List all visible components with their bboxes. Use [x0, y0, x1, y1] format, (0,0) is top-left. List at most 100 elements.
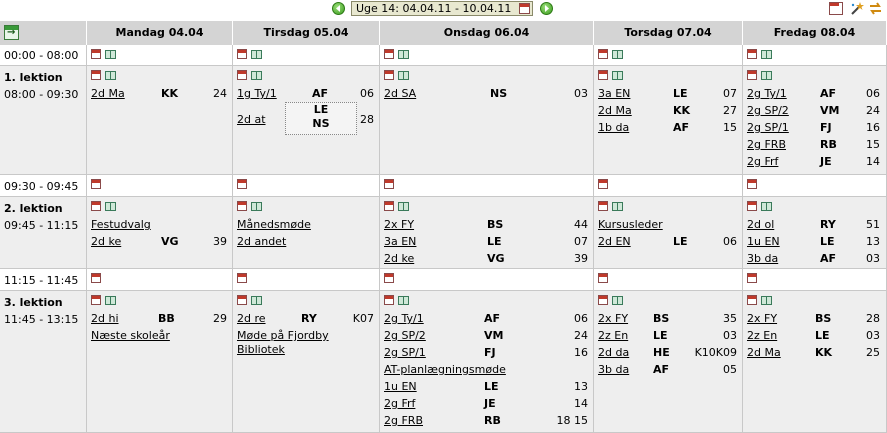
- swap-icon[interactable]: [868, 1, 883, 16]
- slot-cell[interactable]: 2d re RY K07 Møde på Fjordby Bibliotek: [233, 291, 380, 433]
- lesson-entry[interactable]: 2d Ma KK 25: [747, 346, 880, 359]
- lesson-entry[interactable]: 2z En LE 03: [747, 329, 880, 342]
- slot-cell[interactable]: 2d SA NS 03: [380, 66, 594, 175]
- lesson-entry[interactable]: 3a EN LE 07: [384, 235, 588, 248]
- arrow-right-icon[interactable]: [540, 2, 553, 15]
- book-icon[interactable]: [761, 202, 772, 211]
- slot-cell[interactable]: Månedsmøde 2d andet: [233, 197, 380, 269]
- slot-cell[interactable]: [87, 45, 233, 66]
- book-icon[interactable]: [612, 202, 623, 211]
- lesson-entry[interactable]: 2d Ma KK 27: [598, 104, 737, 117]
- calendar-icon[interactable]: [237, 70, 247, 80]
- lesson-entry[interactable]: 2g Frf JE 14: [384, 397, 588, 410]
- lesson-entry[interactable]: 2d ke VG 39: [91, 235, 227, 248]
- slot-cell[interactable]: [594, 269, 743, 291]
- book-icon[interactable]: [398, 202, 409, 211]
- event-link[interactable]: AT-planlægningsmøde: [384, 363, 506, 376]
- slot-cell[interactable]: [233, 175, 380, 197]
- lesson-entry[interactable]: 2g SP/2 VM 24: [384, 329, 588, 342]
- event-link[interactable]: Næste skoleår: [91, 329, 170, 342]
- slot-cell[interactable]: 2d Ma KK 24: [87, 66, 233, 175]
- export-icon[interactable]: [4, 25, 19, 40]
- slot-cell[interactable]: [743, 269, 887, 291]
- lesson-entry[interactable]: 2x FY BS 35: [598, 312, 737, 325]
- calendar-icon[interactable]: [91, 179, 101, 189]
- lesson-entry[interactable]: 1u EN LE 13: [747, 235, 880, 248]
- book-icon[interactable]: [612, 71, 623, 80]
- calendar-icon[interactable]: [598, 49, 608, 59]
- slot-cell[interactable]: [380, 45, 594, 66]
- calendar-icon[interactable]: [747, 273, 757, 283]
- calendar-icon[interactable]: [829, 2, 843, 15]
- slot-cell[interactable]: 2x FY BS 44 3a EN LE 07 2d ke VG 39: [380, 197, 594, 269]
- calendar-icon[interactable]: [384, 179, 394, 189]
- book-icon[interactable]: [398, 50, 409, 59]
- slot-cell[interactable]: Festudvalg 2d ke VG 39: [87, 197, 233, 269]
- lesson-entry[interactable]: 2x FY BS 28: [747, 312, 880, 325]
- calendar-icon[interactable]: [384, 201, 394, 211]
- calendar-icon[interactable]: [747, 49, 757, 59]
- slot-cell[interactable]: 2d ol RY 51 1u EN LE 13 3b da AF 03: [743, 197, 887, 269]
- lesson-entry[interactable]: 2z En LE 03: [598, 329, 737, 342]
- book-icon[interactable]: [398, 71, 409, 80]
- lesson-entry[interactable]: 3a EN LE 07: [598, 87, 737, 100]
- lesson-entry[interactable]: 2g Ty/1 AF 06: [747, 87, 880, 100]
- slot-cell[interactable]: 2x FY BS 35 2z En LE 03 2d da HE K10K09 …: [594, 291, 743, 433]
- lesson-entry[interactable]: 2g Ty/1 AF 06: [384, 312, 588, 325]
- calendar-icon[interactable]: [598, 179, 608, 189]
- lesson-entry[interactable]: 1u EN LE 13: [384, 380, 588, 393]
- book-icon[interactable]: [612, 296, 623, 305]
- calendar-icon[interactable]: [747, 201, 757, 211]
- calendar-icon[interactable]: [384, 295, 394, 305]
- book-icon[interactable]: [251, 71, 262, 80]
- book-icon[interactable]: [251, 50, 262, 59]
- slot-cell[interactable]: [87, 175, 233, 197]
- calendar-icon[interactable]: [91, 273, 101, 283]
- lesson-entry[interactable]: 3b da AF 05: [598, 363, 737, 376]
- event-link[interactable]: Festudvalg: [91, 218, 151, 231]
- lesson-entry[interactable]: 2g FRB RB 15: [747, 138, 880, 151]
- book-icon[interactable]: [761, 50, 772, 59]
- slot-cell[interactable]: 1g Ty/1 AF 06 2d at 28 LE NS: [233, 66, 380, 175]
- calendar-icon[interactable]: [519, 3, 530, 14]
- lesson-entry[interactable]: 2g SP/2 VM 24: [747, 104, 880, 117]
- lesson-entry[interactable]: 2d SA NS 03: [384, 87, 588, 100]
- lesson-entry[interactable]: 2d ke VG 39: [384, 252, 588, 265]
- slot-cell[interactable]: [87, 269, 233, 291]
- calendar-icon[interactable]: [384, 49, 394, 59]
- calendar-icon[interactable]: [598, 201, 608, 211]
- calendar-icon[interactable]: [747, 179, 757, 189]
- lesson-entry[interactable]: 2d re RY K07: [237, 312, 374, 325]
- slot-cell[interactable]: [594, 175, 743, 197]
- lesson-entry[interactable]: 2d hi BB 29: [91, 312, 227, 325]
- book-icon[interactable]: [251, 296, 262, 305]
- lesson-entry[interactable]: 2d Ma KK 24: [91, 87, 227, 100]
- calendar-icon[interactable]: [91, 49, 101, 59]
- book-icon[interactable]: [251, 202, 262, 211]
- slot-cell[interactable]: 2g Ty/1 AF 06 2g SP/2 VM 24 2g SP/1 FJ 1…: [380, 291, 594, 433]
- magic-wand-icon[interactable]: [849, 1, 864, 16]
- calendar-icon[interactable]: [91, 201, 101, 211]
- slot-cell[interactable]: [743, 175, 887, 197]
- calendar-icon[interactable]: [237, 295, 247, 305]
- slot-cell[interactable]: 3a EN LE 07 2d Ma KK 27 1b da AF 15: [594, 66, 743, 175]
- calendar-icon[interactable]: [384, 273, 394, 283]
- slot-cell[interactable]: 2g Ty/1 AF 06 2g SP/2 VM 24 2g SP/1 FJ 1…: [743, 66, 887, 175]
- week-selector[interactable]: Uge 14: 04.04.11 - 10.04.11: [351, 1, 533, 16]
- slot-cell[interactable]: 2x FY BS 28 2z En LE 03 2d Ma KK 25: [743, 291, 887, 433]
- event-link[interactable]: 2d andet: [237, 235, 287, 248]
- slot-cell[interactable]: [233, 269, 380, 291]
- lesson-entry[interactable]: 2g SP/1 FJ 16: [384, 346, 588, 359]
- slot-cell[interactable]: [380, 175, 594, 197]
- calendar-icon[interactable]: [384, 70, 394, 80]
- calendar-icon[interactable]: [237, 273, 247, 283]
- slot-cell[interactable]: Kursusleder 2d EN LE 06: [594, 197, 743, 269]
- lesson-entry[interactable]: 2d ol RY 51: [747, 218, 880, 231]
- lesson-entry[interactable]: 2d at 28: [237, 113, 374, 126]
- book-icon[interactable]: [105, 296, 116, 305]
- lesson-entry[interactable]: 2d EN LE 06: [598, 235, 737, 248]
- calendar-icon[interactable]: [237, 49, 247, 59]
- book-icon[interactable]: [398, 296, 409, 305]
- lesson-entry[interactable]: 1g Ty/1 AF 06: [237, 87, 374, 100]
- lesson-entry[interactable]: 1b da AF 15: [598, 121, 737, 134]
